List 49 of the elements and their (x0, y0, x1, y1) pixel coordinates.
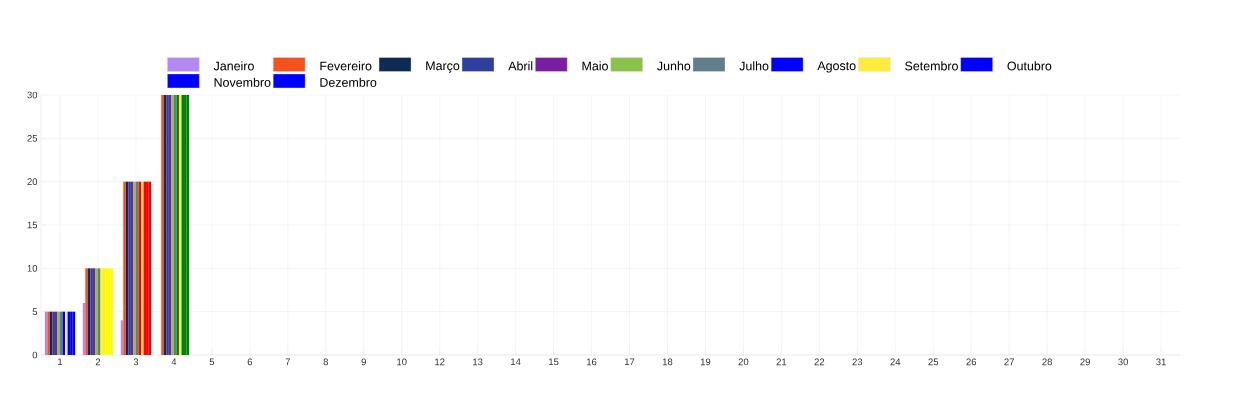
x-tick-label: 7 (285, 358, 290, 366)
x-tick-label: 30 (1118, 358, 1128, 366)
x-tick-label: 3 (133, 358, 139, 366)
x-tick-label: 12 (435, 358, 445, 366)
x-tick-label: 23 (852, 358, 863, 366)
x-tick-label: 2 (95, 358, 101, 366)
legend-label: Fevereiro (320, 61, 372, 71)
x-tick-label: 8 (323, 358, 328, 366)
legend-label: Julho (739, 61, 769, 71)
x-tick-label: 24 (890, 358, 901, 366)
y-tick-label: 10 (27, 264, 38, 272)
y-tick-label: 25 (27, 134, 38, 142)
x-tick-label: 4 (171, 358, 177, 366)
x-tick-label: 20 (738, 358, 749, 366)
x-tick-label: 27 (1004, 358, 1014, 366)
legend-label: Janeiro (213, 61, 254, 71)
x-tick-label: 19 (700, 358, 711, 366)
x-tick-label: 17 (624, 358, 635, 366)
y-tick-label: 0 (32, 351, 38, 359)
x-tick-label: 14 (511, 358, 521, 366)
x-tick-label: 15 (549, 358, 559, 366)
x-tick-label: 28 (1042, 358, 1052, 366)
legend-label: Março (426, 61, 460, 73)
legend-label: Setembro (905, 61, 958, 71)
legend-label: Novembro (214, 77, 271, 87)
y-tick-label: 30 (27, 91, 38, 99)
x-tick-label: 22 (814, 358, 825, 366)
x-tick-label: 16 (587, 358, 597, 366)
y-tick-label: 5 (32, 308, 38, 315)
legend-label: Outubro (1007, 61, 1052, 71)
legend-label: Dezembro (320, 77, 377, 87)
y-tick-label: 20 (27, 178, 38, 186)
x-tick-label: 1 (58, 358, 63, 366)
x-tick-label: 6 (247, 358, 253, 366)
x-tick-label: 5 (209, 358, 215, 366)
x-tick-label: 25 (928, 358, 939, 366)
legend-label: Abril (508, 61, 533, 71)
legend-label: Junho (657, 61, 691, 71)
x-tick-label: 18 (662, 358, 673, 366)
x-tick-label: 26 (966, 358, 977, 366)
legend-label: Agosto (817, 61, 856, 73)
x-tick-label: 29 (1080, 358, 1090, 366)
x-tick-label: 31 (1156, 358, 1166, 366)
x-tick-label: 21 (776, 358, 787, 366)
x-tick-label: 13 (473, 358, 483, 366)
x-tick-label: 9 (361, 358, 366, 366)
x-tick-label: 10 (397, 358, 407, 366)
legend-label: Maio (582, 61, 608, 71)
y-tick-label: 15 (27, 221, 38, 229)
